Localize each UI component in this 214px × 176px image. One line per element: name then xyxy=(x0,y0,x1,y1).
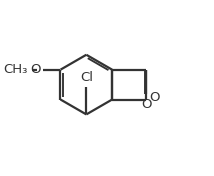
Text: O: O xyxy=(30,63,41,76)
Text: Cl: Cl xyxy=(80,71,93,84)
Text: CH₃: CH₃ xyxy=(3,63,27,76)
Text: O: O xyxy=(150,91,160,104)
Text: O: O xyxy=(141,98,152,111)
